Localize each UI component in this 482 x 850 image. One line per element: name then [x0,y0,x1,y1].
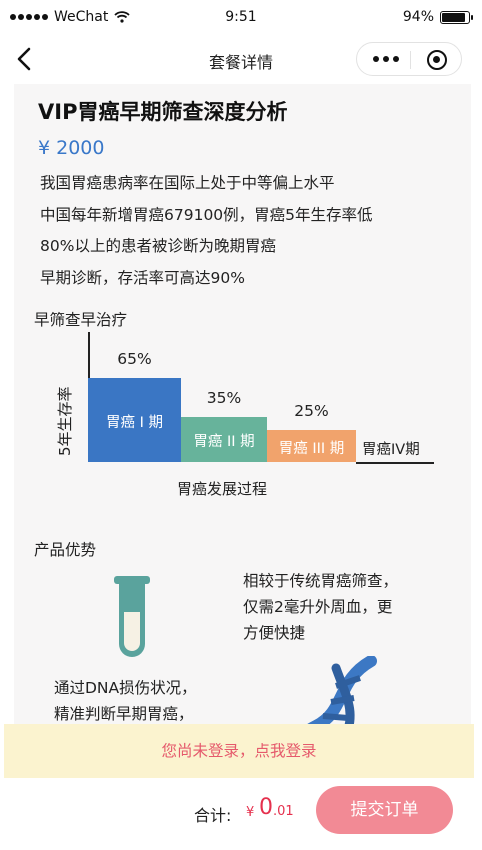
description-line: 早期诊断，存活率可高达90% [40,269,245,287]
total-label: 合计: [194,806,232,825]
package-title: VIP胃癌早期筛查深度分析 [38,100,288,124]
back-arrow-icon[interactable] [12,46,38,72]
description-line: 中国每年新增胃癌679100例，胃癌5年生存率低 [40,206,373,224]
content-area[interactable]: VIP胃癌早期筛查深度分析 ¥ 2000 我国胃癌患病率在国际上处于中等偏上水平… [14,84,471,778]
submit-order-button[interactable]: 提交订单 [316,786,453,834]
advantage-line: 精准判断早期胃癌， [54,705,194,723]
close-miniprogram-icon[interactable] [427,50,447,70]
chart-value-label: 25% [294,401,329,420]
battery-icon [440,10,473,24]
advantage-line: 通过DNA损伤状况， [54,679,197,697]
wifi-icon [114,11,130,23]
nav-bar: 套餐详情 [0,34,482,84]
bar-label-stage-3: 胃癌 III 期 [278,440,345,457]
currency-symbol: ¥ [246,805,255,820]
total-amount-integer: 0 [259,795,273,820]
chart-bar: 胃癌 I 期 [88,377,181,462]
advantage-text: 相较于传统胃癌筛查， 仅需2毫升外周血，更 方便快捷 [243,568,398,646]
description-line: 我国胃癌患病率在国际上处于中等偏上水平 [40,174,335,192]
login-banner[interactable]: 您尚未登录，点我登录 [4,724,474,778]
status-right: 94% [402,9,473,25]
advantage-line: 方便快捷 [243,624,306,642]
bar-label-stage-2: 胃癌 II 期 [193,434,255,451]
chart-heading: 早筛查早治疗 [34,311,128,329]
chart-value-label: 65% [117,349,152,368]
chart-bar: 胃癌 III 期 [267,429,356,462]
bar-label-stage-4: 胃癌IV期 [362,442,420,458]
advantages-heading: 产品优势 [34,541,97,559]
page-title: 套餐详情 [208,53,273,72]
carrier-label: WeChat [54,9,109,25]
status-bar: WeChat 9:51 94% [0,0,482,34]
status-left: WeChat [10,9,130,25]
battery-fill [442,12,465,22]
test-tube-icon [114,576,150,657]
chart-y-label: 5年生存率 [56,386,74,456]
capsule-divider [410,51,411,69]
signal-icon [10,14,48,20]
chart-bar [356,462,434,464]
total-amount-decimal: .01 [273,804,294,819]
checkout-bar: 合计: ¥ 0 .01 提交订单 [0,778,482,850]
package-price: ¥ 2000 [38,137,105,159]
battery-percent: 94% [402,9,434,25]
survival-chart: 5年生存率 胃癌发展过程 胃癌 I 期 65% 胃癌 II 期 35% 胃癌 III 期… [14,84,471,504]
advantage-text: 通过DNA损伤状况， 精准判断早期胃癌， [54,675,197,727]
description-line: 80%以上的患者被诊断为晚期胃癌 [40,237,276,255]
chart-x-label: 胃癌发展过程 [176,480,267,498]
more-options-icon[interactable] [373,56,399,62]
status-time: 9:51 [225,9,257,25]
chart-value-label: 35% [206,388,242,407]
miniprogram-capsule [356,42,462,76]
chart-bar: 胃癌 II 期 [181,416,267,462]
advantage-line: 相较于传统胃癌筛查， [243,572,399,590]
bar-label-stage-1: 胃癌 I 期 [106,414,163,431]
advantage-line: 仅需2毫升外周血，更 [243,598,393,616]
